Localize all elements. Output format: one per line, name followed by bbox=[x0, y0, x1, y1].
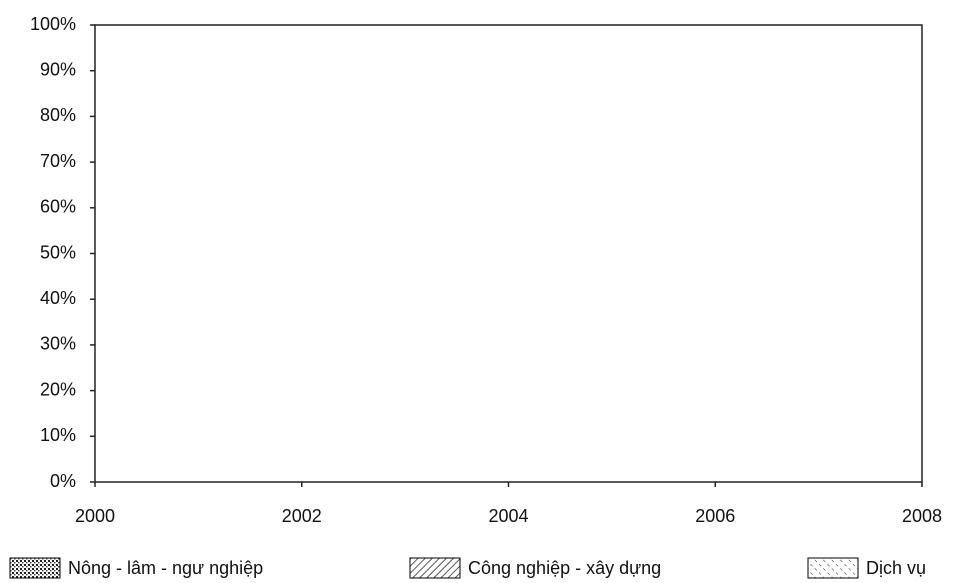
y-tick-label: 90% bbox=[40, 59, 76, 79]
legend-swatch bbox=[807, 557, 859, 579]
y-tick-label: 0% bbox=[50, 471, 76, 491]
legend-label: Công nghiệp - xây dựng bbox=[468, 558, 661, 578]
y-tick-label: 80% bbox=[40, 105, 76, 125]
y-tick-label: 60% bbox=[40, 197, 76, 217]
legend-label: Dịch vụ bbox=[866, 558, 926, 578]
x-tick-label: 2002 bbox=[282, 506, 322, 526]
y-tick-label: 70% bbox=[40, 151, 76, 171]
legend-swatch bbox=[409, 557, 461, 579]
y-tick-label: 10% bbox=[40, 425, 76, 445]
plot-frame bbox=[94, 24, 923, 483]
legend-label: Nông - lâm - ngư nghiệp bbox=[68, 558, 263, 578]
y-tick-label: 30% bbox=[40, 334, 76, 354]
x-tick-label: 2006 bbox=[695, 506, 735, 526]
y-tick-label: 100% bbox=[30, 14, 76, 34]
x-tick-label: 2000 bbox=[75, 506, 115, 526]
x-tick-label: 2004 bbox=[488, 506, 528, 526]
y-tick-label: 40% bbox=[40, 288, 76, 308]
y-tick-label: 50% bbox=[40, 242, 76, 262]
legend-swatch bbox=[9, 557, 61, 579]
y-tick-label: 20% bbox=[40, 379, 76, 399]
x-tick-label: 2008 bbox=[902, 506, 942, 526]
